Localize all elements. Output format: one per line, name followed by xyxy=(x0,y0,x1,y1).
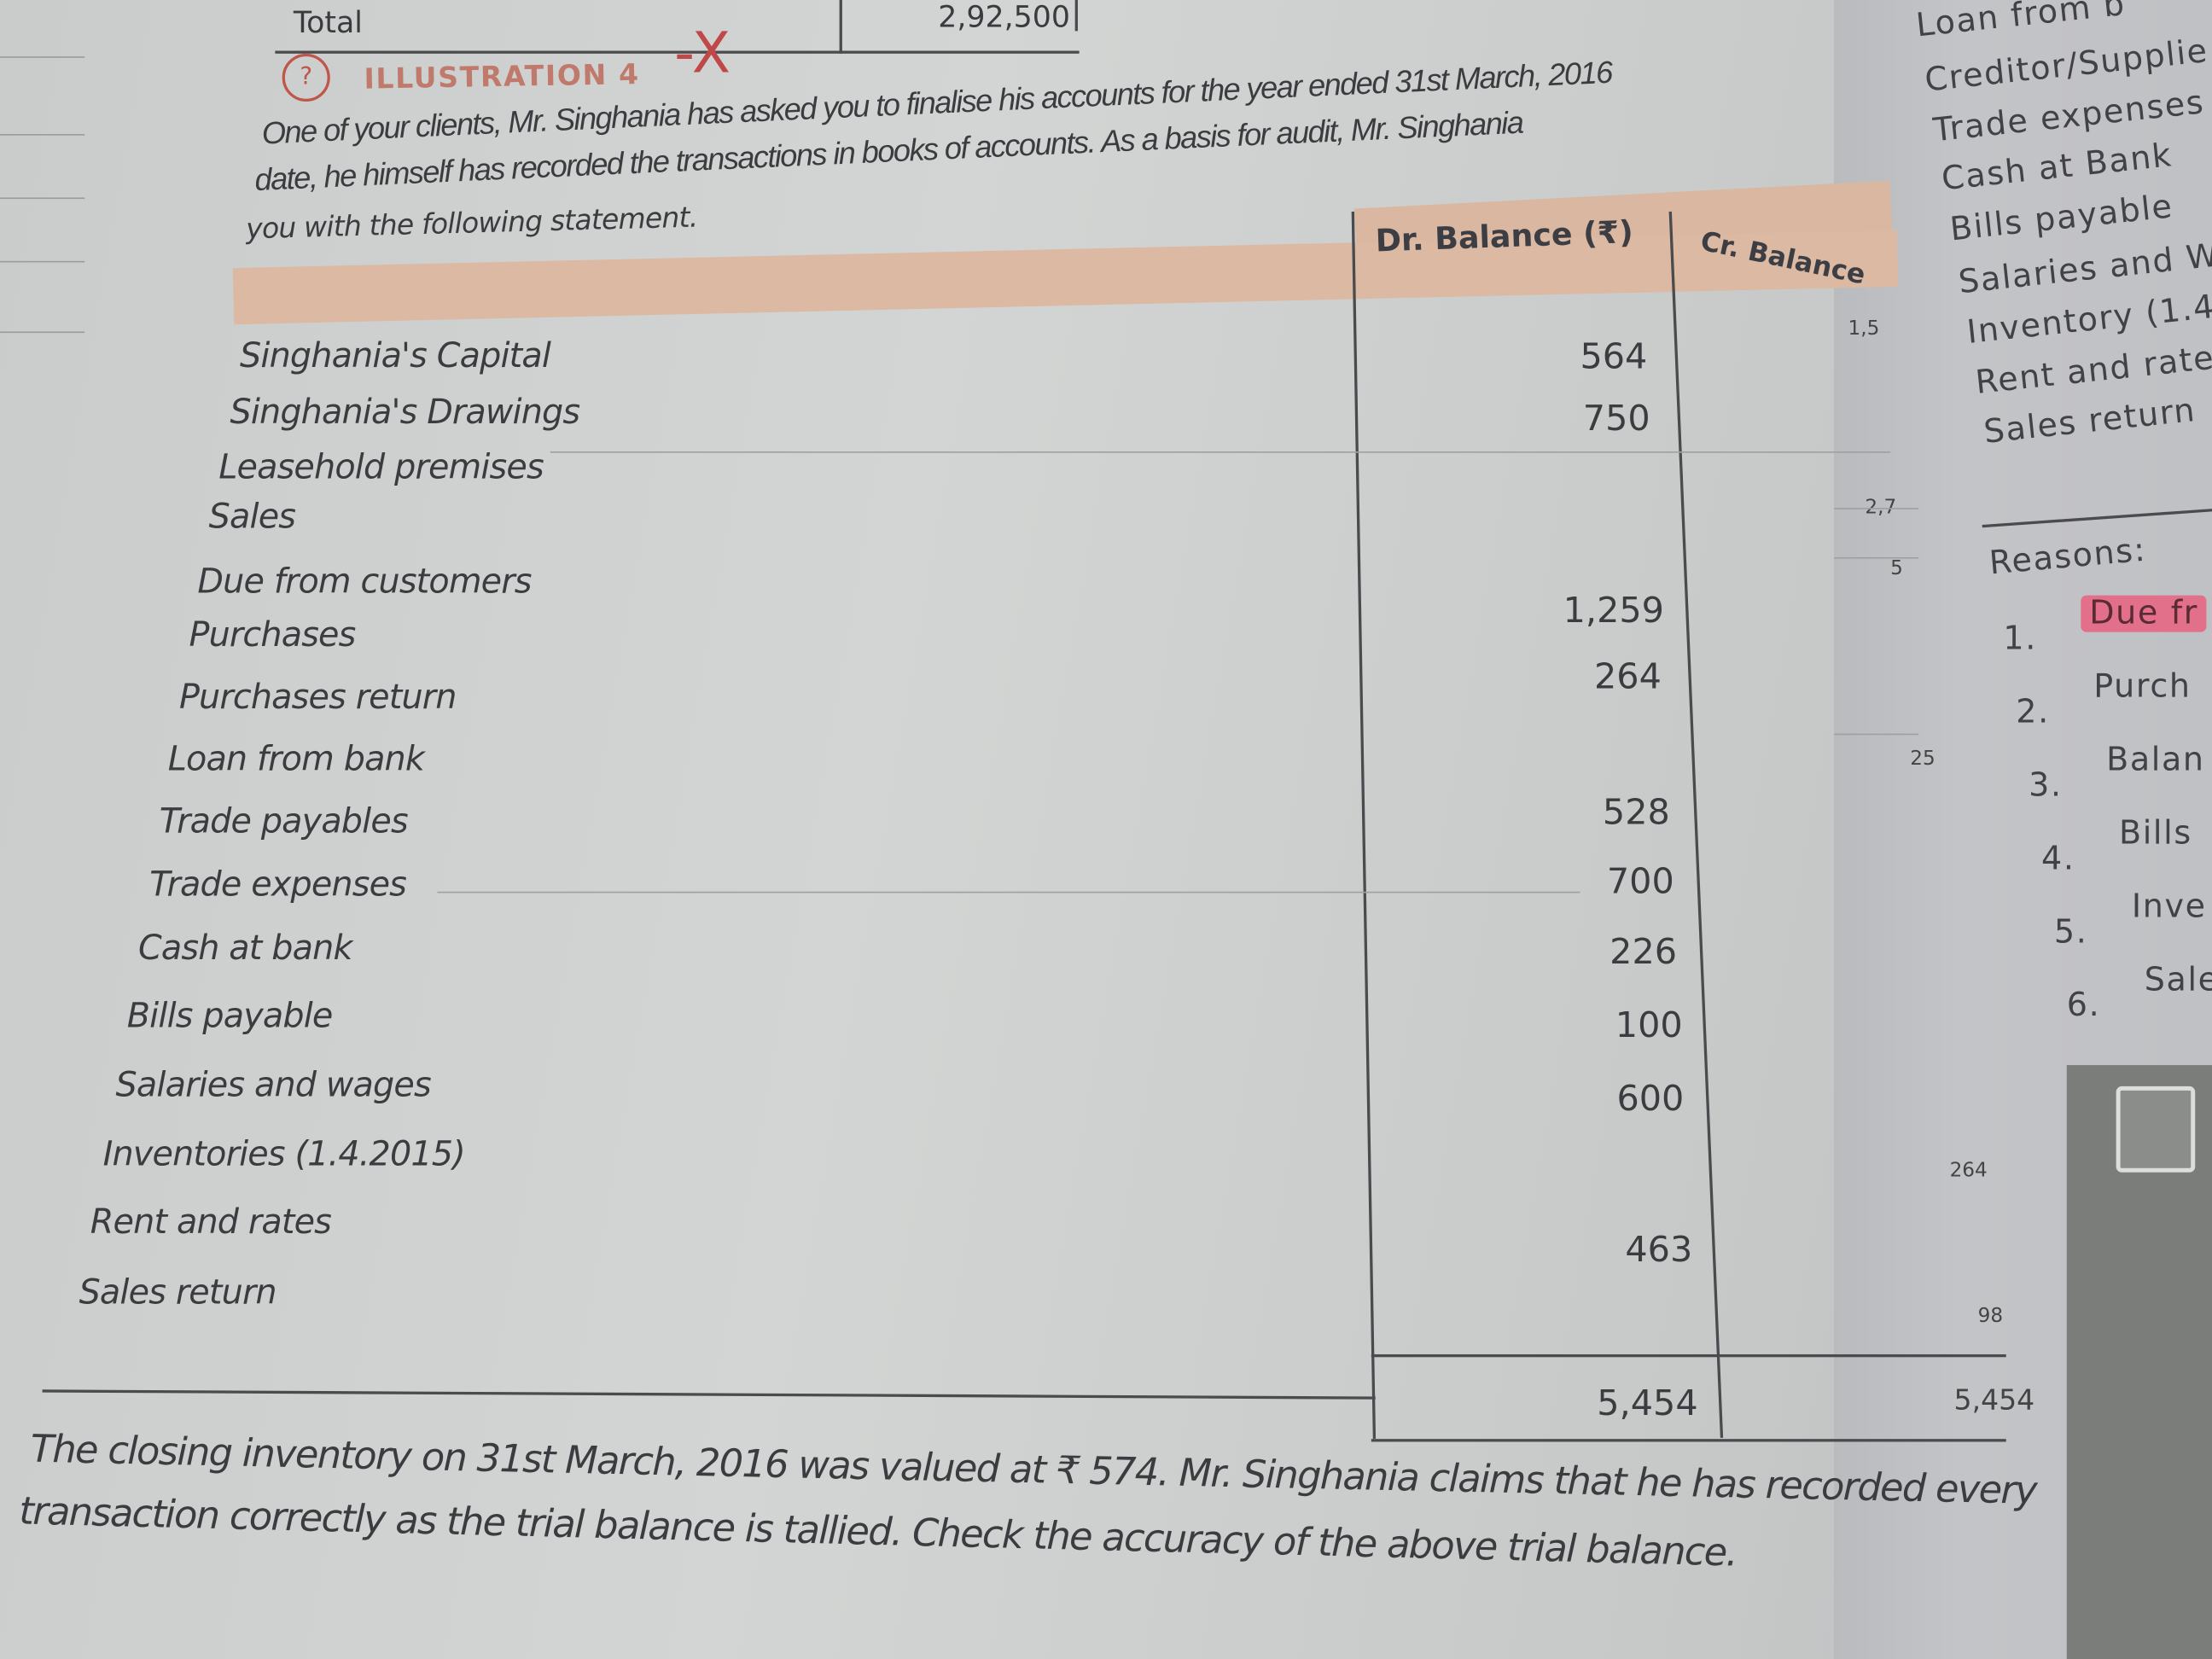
reason-text: Bills xyxy=(2118,815,2192,853)
page-icon xyxy=(2116,1086,2196,1173)
row-label: Loan from bank xyxy=(167,739,425,779)
row-label: Inventories (1.4.2015) xyxy=(102,1134,466,1174)
dr-value: 600 xyxy=(1616,1077,1685,1119)
intro-line-3: you with the following statement. xyxy=(245,200,698,246)
reason-text: Balan xyxy=(2106,742,2205,779)
cr-value: 264 xyxy=(1949,1159,1988,1183)
reason-text: Purch xyxy=(2093,668,2192,706)
row-label: Sales return xyxy=(79,1272,277,1313)
prev-total-label: Total xyxy=(293,5,363,40)
question-circle-icon: ? xyxy=(282,53,330,102)
reason-number: 4. xyxy=(2041,841,2075,878)
row-label: Singhania's Capital xyxy=(240,335,551,375)
dr-value: 1,259 xyxy=(1563,589,1664,631)
dr-total: 5,454 xyxy=(1597,1382,1698,1423)
reason-number: 2. xyxy=(2016,694,2050,731)
reason-number: 5. xyxy=(2053,914,2088,952)
illustration-label: ILLUSTRATION 4 xyxy=(364,56,641,96)
cr-value: 5 xyxy=(1890,556,1903,580)
cr-value: 98 xyxy=(1977,1305,2004,1328)
prev-total-value: 2,92,500 xyxy=(938,0,1070,34)
row-label: Cash at bank xyxy=(138,928,352,969)
row-divider xyxy=(1834,556,1919,559)
row-divider xyxy=(437,891,1580,894)
footer-line-2: transaction correctly as the trial balan… xyxy=(18,1489,1738,1576)
row-label: Singhania's Drawings xyxy=(230,392,580,432)
row-label: Leasehold premises xyxy=(218,447,544,487)
row-label: Sales xyxy=(208,496,296,537)
row-label: Purchases return xyxy=(178,677,457,717)
row-divider xyxy=(1834,508,1919,509)
dr-value: 264 xyxy=(1594,655,1662,697)
row-divider xyxy=(1834,733,1919,736)
dr-value: 226 xyxy=(1610,931,1678,972)
cr-value: 1,5 xyxy=(1848,317,1880,341)
dr-value: 100 xyxy=(1615,1004,1683,1045)
reason-text: Sale xyxy=(2144,962,2212,999)
row-label: Purchases xyxy=(189,614,357,655)
row-label: Rent and rates xyxy=(90,1202,332,1242)
cr-total: 5,454 xyxy=(1953,1382,2035,1417)
reason-number: 3. xyxy=(2029,767,2063,805)
dr-value: 528 xyxy=(1602,791,1670,833)
dr-value: 750 xyxy=(1582,398,1650,439)
row-label: Trade expenses xyxy=(149,864,407,905)
dr-value: 700 xyxy=(1606,860,1674,902)
row-label: Due from customers xyxy=(197,561,532,602)
reason-text: Inve xyxy=(2131,888,2207,926)
table-band xyxy=(232,230,1899,325)
row-label: Bills payable xyxy=(126,996,334,1036)
handwritten-mark: -X xyxy=(674,20,731,86)
reason-number: 1. xyxy=(2003,620,2037,658)
row-label: Trade payables xyxy=(159,800,409,841)
reason-text: Due fr xyxy=(2081,595,2207,632)
reason-number: 6. xyxy=(2066,987,2101,1025)
cr-value: 25 xyxy=(1910,748,1936,771)
row-label: Salaries and wages xyxy=(115,1065,432,1105)
dr-value: 564 xyxy=(1580,335,1648,377)
row-divider xyxy=(550,451,1891,453)
dr-value: 463 xyxy=(1625,1228,1693,1270)
